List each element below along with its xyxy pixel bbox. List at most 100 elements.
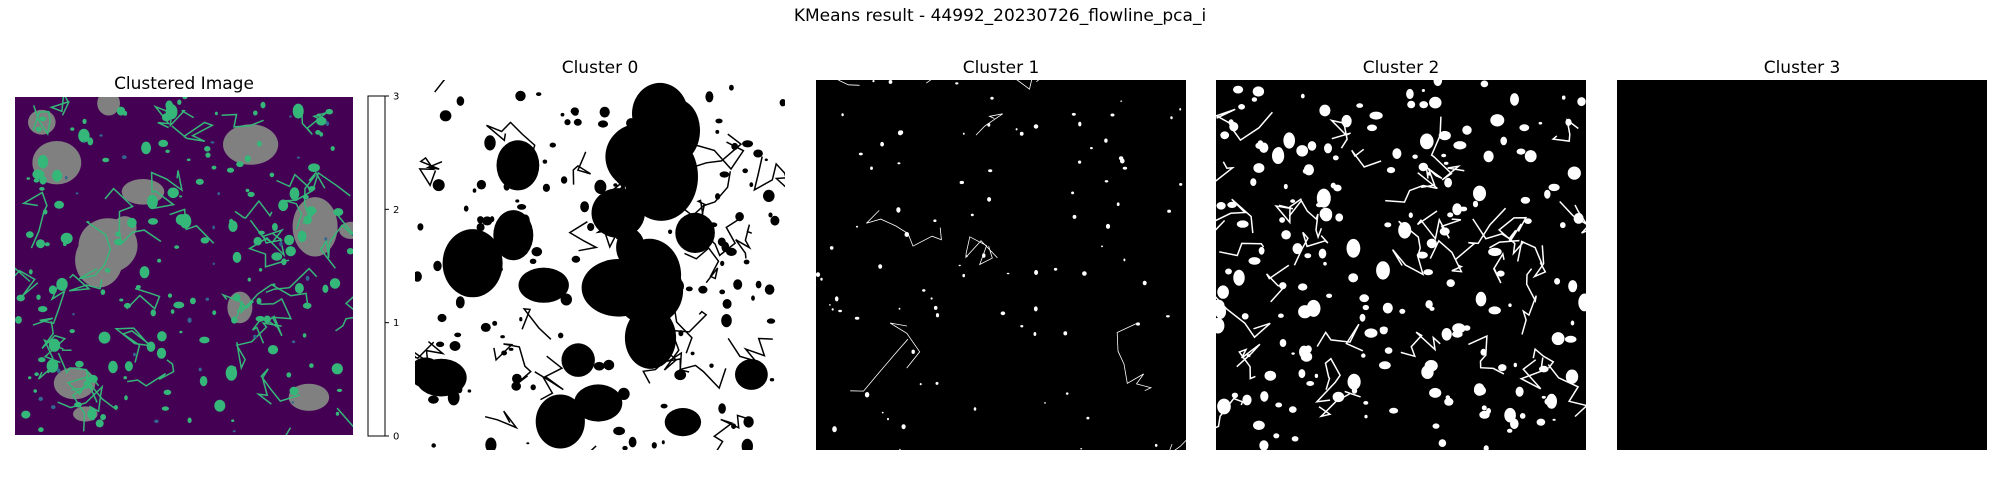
mask-background-region [679, 364, 727, 390]
mask-foreground-region [1216, 202, 1226, 210]
mask-background-region [456, 303, 460, 307]
mask-foreground-region [1356, 103, 1364, 108]
mask-background-region [764, 158, 768, 162]
mask-foreground-region [1348, 273, 1359, 283]
mask-foreground-region [1283, 132, 1295, 149]
cluster-2-region [147, 194, 158, 210]
cluster-2-region [302, 171, 326, 225]
cluster-2-region [315, 130, 321, 135]
mask-foreground-region [1216, 317, 1225, 334]
cluster-2-region [150, 309, 156, 317]
cluster-2-region [186, 158, 191, 162]
cluster-2-region [232, 251, 242, 263]
masked-region [28, 109, 56, 135]
cluster-2-region [177, 99, 182, 105]
mask-foreground-region [1510, 93, 1519, 106]
cluster-3-panel [1617, 80, 1987, 450]
mask-foreground-region [1216, 397, 1244, 429]
cluster-2-region [161, 406, 169, 411]
mask-background-region [526, 442, 530, 445]
mask-background-region [628, 436, 637, 448]
mask-foreground-region [935, 313, 940, 318]
mask-background-region [511, 381, 521, 391]
mask-foreground-region [1238, 104, 1245, 110]
mask-background-region [593, 361, 605, 371]
cluster-2-region [271, 252, 283, 261]
cluster-2-region [302, 333, 307, 338]
mask-background-region [658, 188, 707, 217]
cluster-2-region [276, 173, 311, 192]
mask-foreground-region [1104, 138, 1108, 143]
cluster-2-region [32, 282, 66, 326]
mask-background-region [428, 395, 439, 404]
cluster-2-region [325, 108, 333, 115]
masked-region [292, 197, 338, 257]
mask-foreground-region [1123, 258, 1126, 262]
mask-foreground-region [1516, 240, 1547, 279]
mask-background-region [726, 247, 737, 256]
mask-foreground-region [899, 448, 901, 450]
cluster-2-region [234, 199, 273, 219]
mask-foreground-region [1560, 222, 1566, 229]
cluster-1-region [205, 297, 210, 301]
mask-foreground-region [1433, 80, 1443, 87]
cluster-2-region [41, 320, 67, 364]
cluster-1-region [38, 396, 43, 401]
cluster-2-region [26, 231, 34, 239]
cluster-2-region [251, 316, 279, 344]
cluster-2-region [204, 146, 211, 152]
cluster-2-region [123, 376, 127, 380]
mask-foreground-region [1072, 214, 1077, 219]
cluster-2-region [182, 97, 188, 100]
mask-foreground-region [1472, 200, 1479, 208]
mask-foreground-region [1392, 148, 1402, 160]
mask-foreground-region [889, 322, 921, 369]
mask-foreground-region [1420, 165, 1443, 189]
mask-foreground-region [1552, 418, 1556, 421]
mask-background-region [719, 171, 730, 178]
mask-background-region [721, 314, 732, 328]
mask-background-region [741, 438, 753, 450]
mask-foreground-region [1430, 116, 1465, 181]
mask-background-region [454, 243, 463, 248]
mask-foreground-region [816, 272, 821, 277]
mask-background-region [695, 141, 745, 171]
mask-background-region [674, 369, 687, 381]
cluster-2-region [278, 199, 289, 212]
cluster-1-region [82, 141, 85, 144]
cluster-2-region [139, 266, 150, 279]
mask-foreground-region [887, 417, 889, 421]
mask-foreground-region [1250, 178, 1257, 187]
mask-foreground-region [1474, 383, 1485, 396]
mask-foreground-region [1564, 335, 1577, 343]
mask-foreground-region [1105, 223, 1111, 229]
mask-background-region [695, 221, 702, 227]
cluster-2-region [285, 171, 351, 230]
mask-foreground-region [1236, 343, 1261, 380]
mask-foreground-region [1273, 433, 1280, 439]
mask-background-region [536, 92, 542, 96]
mask-background-region [417, 223, 424, 231]
cluster-1-region [210, 141, 215, 144]
mask-background-region [764, 284, 775, 295]
mask-foreground-region [1462, 125, 1472, 135]
mask-foreground-region [1033, 332, 1037, 336]
mask-foreground-region [841, 113, 844, 117]
mask-background-region [632, 82, 688, 145]
mask-foreground-region [1544, 189, 1551, 199]
cluster-2-region [161, 113, 171, 122]
mask-foreground-region [1063, 331, 1068, 336]
mask-foreground-region [1326, 293, 1333, 298]
mask-background-region [642, 351, 683, 384]
mask-background-region [735, 359, 768, 390]
cluster-2-region [36, 239, 45, 249]
cluster-2-region [56, 277, 68, 291]
mask-background-region [459, 256, 463, 261]
mask-foreground-region [1347, 373, 1361, 390]
mask-foreground-region [1217, 285, 1229, 299]
mask-background-region [594, 179, 607, 194]
mask-background-region [558, 332, 564, 339]
mask-background-region [642, 178, 651, 189]
mask-foreground-region [1281, 230, 1291, 240]
cluster-2-region [289, 187, 300, 201]
